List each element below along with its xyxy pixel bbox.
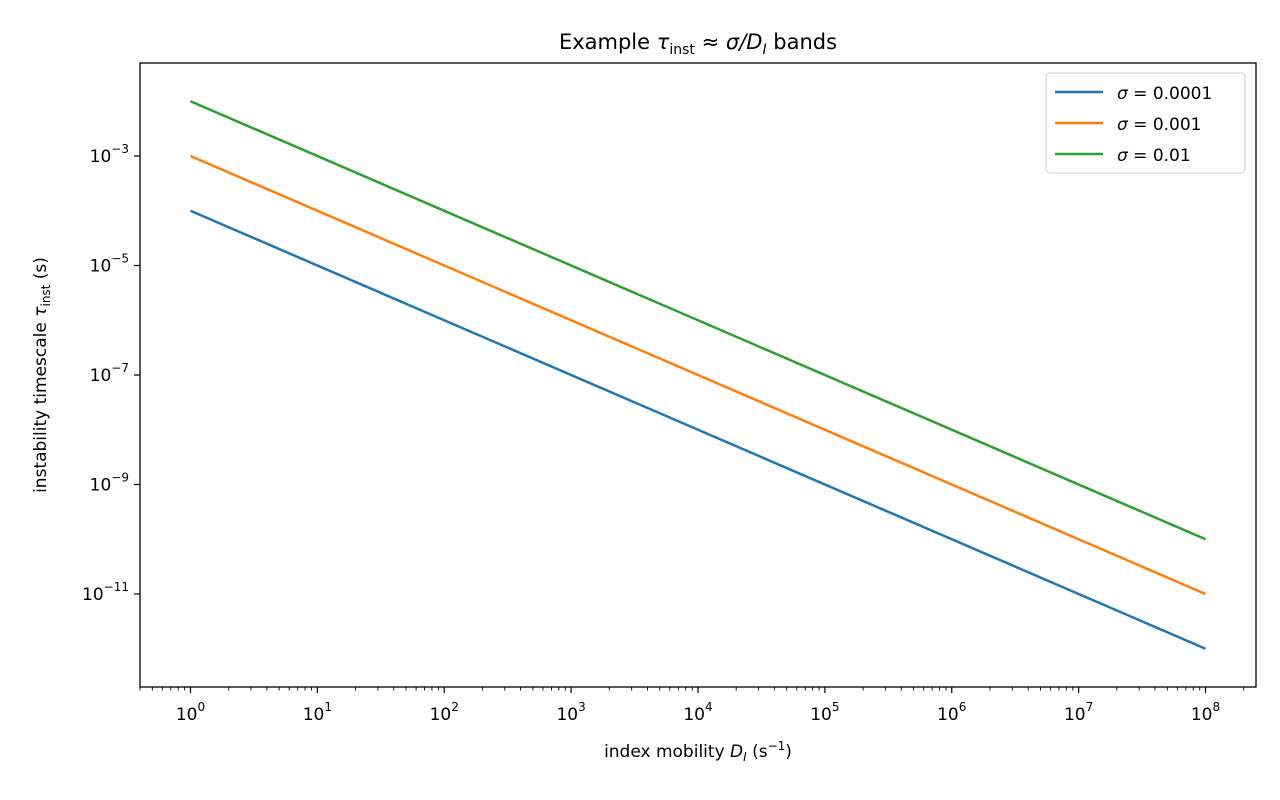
x-tick-label-base-0: 10 xyxy=(176,705,198,725)
y-axis-label: instability timescale τinst (s) xyxy=(31,257,53,493)
y-tick-label-base-3: 10 xyxy=(90,475,112,495)
legend-label-2-value: = 0.01 xyxy=(1128,146,1191,166)
y-tick-label-exp-1: −5 xyxy=(111,252,129,266)
chart-title-d-sub: I xyxy=(762,42,766,58)
legend-label-0-sigma: σ xyxy=(1117,84,1129,104)
y-tick-label-exp-4: −11 xyxy=(104,580,129,594)
x-minor-ticks xyxy=(139,687,1245,691)
x-tick-label-7: 107 xyxy=(1064,700,1093,725)
x-tick-label-5: 105 xyxy=(810,700,839,725)
x-tick-label-base-1: 10 xyxy=(303,705,325,725)
x-tick-label-exp-5: 5 xyxy=(832,700,840,714)
legend-box xyxy=(1045,72,1246,174)
x-tick-label-exp-8: 8 xyxy=(1213,700,1221,714)
y-tick-label-exp-0: −3 xyxy=(111,142,129,156)
chart-title-tau-sub: inst xyxy=(669,42,695,58)
y-axis-label-tau: τ xyxy=(31,306,51,317)
chart-title-prefix: Example xyxy=(559,30,657,54)
legend-label-1-sigma: σ xyxy=(1117,115,1129,135)
x-tick-label-6: 106 xyxy=(937,700,966,725)
x-tick-label-4: 104 xyxy=(683,700,712,725)
y-tick-label-base-4: 10 xyxy=(82,585,104,605)
x-tick-label-base-4: 10 xyxy=(683,705,705,725)
chart-title-sigma: σ xyxy=(726,30,740,54)
y-axis-label-tau-sub: inst xyxy=(39,284,53,306)
y-axis-label-unit: (s) xyxy=(31,257,51,285)
y-tick-label-exp-2: −7 xyxy=(111,361,129,375)
legend-label-0-value: = 0.0001 xyxy=(1128,84,1213,104)
series-line-0 xyxy=(189,209,1207,650)
y-tick-label-base-0: 10 xyxy=(90,147,112,167)
series-group xyxy=(189,100,1207,650)
x-tick-label-8: 108 xyxy=(1191,700,1220,725)
x-tick-label-base-8: 10 xyxy=(1191,705,1213,725)
x-tick-label-exp-6: 6 xyxy=(959,700,967,714)
legend-label-0: σ = 0.0001 xyxy=(1117,84,1212,104)
y-tick-label-base-2: 10 xyxy=(90,366,112,386)
y-tick-label-exp-3: −9 xyxy=(111,470,129,484)
x-axis-label-unit-exp: −1 xyxy=(768,739,786,753)
x-axis-label-d-sub: I xyxy=(743,750,747,764)
x-axis-label: index mobility DI (s−1) xyxy=(604,739,792,764)
x-tick-label-exp-7: 7 xyxy=(1086,700,1094,714)
y-major-ticks xyxy=(134,155,140,595)
x-tick-label-exp-1: 1 xyxy=(324,700,332,714)
chart-title-slash: / xyxy=(737,30,748,54)
x-tick-label-0: 100 xyxy=(176,700,205,725)
chart-title-suffix: bands xyxy=(767,30,837,54)
x-tick-label-exp-2: 2 xyxy=(451,700,459,714)
x-tick-label-base-2: 10 xyxy=(430,705,452,725)
legend-label-1-value: = 0.001 xyxy=(1128,115,1202,135)
legend: σ = 0.0001 σ = 0.001 σ = 0.01 xyxy=(1045,72,1246,174)
legend-label-2-sigma: σ xyxy=(1117,146,1129,166)
x-tick-label-2: 102 xyxy=(430,700,459,725)
y-tick-label-2: 10−7 xyxy=(90,361,129,386)
x-tick-label-3: 103 xyxy=(556,700,585,725)
y-tick-labels: 10−310−510−710−910−11 xyxy=(82,142,129,605)
x-tick-label-base-5: 10 xyxy=(810,705,832,725)
y-tick-label-1: 10−5 xyxy=(90,252,129,277)
x-axis-label-prefix: index mobility xyxy=(604,742,730,762)
x-tick-labels: 100 101 102 103 104 105 106 107 108 xyxy=(176,700,1220,725)
legend-label-1: σ = 0.001 xyxy=(1117,115,1202,135)
legend-label-2: σ = 0.01 xyxy=(1117,146,1191,166)
x-tick-label-exp-0: 0 xyxy=(197,700,205,714)
y-tick-label-3: 10−9 xyxy=(90,470,129,495)
x-tick-label-base-3: 10 xyxy=(556,705,578,725)
y-tick-label-base-1: 10 xyxy=(90,257,112,277)
x-tick-label-base-7: 10 xyxy=(1064,705,1086,725)
chart-title: Example τinst ≈ σ/DI bands xyxy=(559,30,837,58)
x-axis-label-unit-open: (s xyxy=(747,742,768,762)
x-axis-label-d: D xyxy=(730,742,743,762)
chart-title-d: D xyxy=(746,30,762,54)
x-tick-label-exp-3: 3 xyxy=(578,700,586,714)
x-major-ticks xyxy=(189,687,1207,693)
y-tick-label-4: 10−11 xyxy=(82,580,129,605)
x-axis-label-unit-close: ) xyxy=(785,742,792,762)
y-tick-label-0: 10−3 xyxy=(90,142,129,167)
series-line-2 xyxy=(189,100,1207,541)
series-line-1 xyxy=(189,154,1207,596)
y-axis-label-prefix: instability timescale xyxy=(31,317,51,493)
x-tick-label-exp-4: 4 xyxy=(705,700,713,714)
x-tick-label-1: 101 xyxy=(303,700,332,725)
chart-title-approx: ≈ xyxy=(695,30,726,54)
chart-title-tau: τ xyxy=(657,30,670,54)
x-tick-label-base-6: 10 xyxy=(937,705,959,725)
